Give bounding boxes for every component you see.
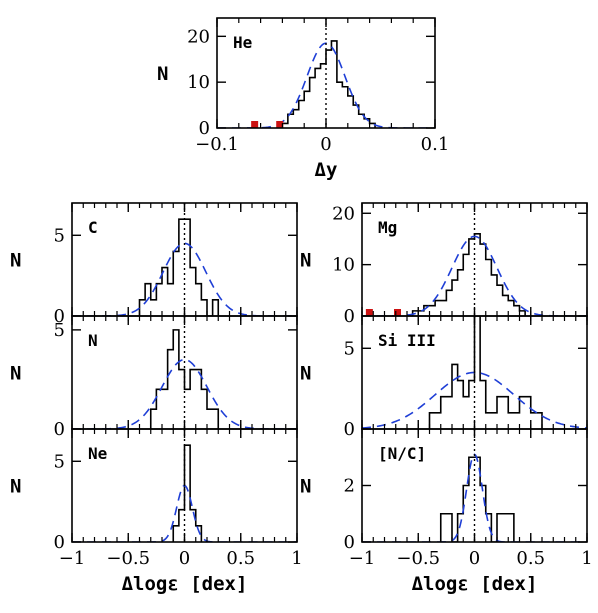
gaussian-fit-nc	[362, 453, 587, 542]
x-axis-title-nc: Δlogε [dex]	[412, 573, 538, 595]
panel-label-n: N	[88, 331, 98, 350]
histogram-mg	[411, 233, 526, 316]
outlier-marker-he-0	[251, 121, 259, 128]
x-axis-title-ne: Δlogε [dex]	[122, 573, 248, 595]
x-tick-label-ne: 0	[179, 548, 190, 569]
panel-label-nc: [N/C]	[378, 444, 426, 463]
y-tick-label-nc: 0	[344, 532, 355, 553]
outlier-marker-mg-1	[394, 309, 401, 316]
panel-label-c: C	[88, 218, 98, 237]
y-axis-title-mg: N	[300, 250, 311, 272]
y-tick-label-c: 5	[54, 225, 65, 246]
x-tick-label-nc: 1	[581, 548, 592, 569]
y-axis-title-si: N	[300, 363, 311, 385]
panel-label-si: Si III	[378, 331, 436, 350]
outlier-marker-he-1	[276, 121, 284, 128]
y-tick-label-mg: 0	[344, 306, 355, 327]
x-tick-label-ne: 0.5	[226, 548, 255, 569]
x-tick-label-nc: 0	[469, 548, 480, 569]
y-tick-label-mg: 10	[332, 255, 355, 276]
panel-mg: 0 10 20 Mg N	[300, 202, 588, 327]
y-tick-label-n: 5	[54, 320, 65, 341]
histogram-ne	[172, 444, 203, 542]
panel-label-mg: Mg	[378, 218, 397, 237]
y-tick-label-n: 0	[54, 419, 65, 440]
x-tick-label-ne: 1	[291, 548, 302, 569]
y-tick-label-ne: 5	[54, 451, 65, 472]
panel-c: 0 5 C N	[10, 202, 298, 327]
outlier-marker-mg-0	[365, 309, 373, 316]
x-tick-label-he: 0.1	[421, 134, 450, 155]
histogram-n	[149, 329, 220, 429]
histogram-nc	[439, 456, 515, 542]
histogram-he	[281, 40, 376, 128]
y-tick-label-nc: 2	[344, 476, 355, 497]
y-axis-title-c: N	[10, 250, 21, 272]
x-tick-label-ne: −0.5	[106, 548, 150, 569]
panel-ne: −1 −0.5 0 0.5 1 0 5 Ne N Δlogε [dex]	[10, 428, 303, 595]
panel-label-ne: Ne	[88, 444, 107, 463]
y-tick-label-ne: 0	[54, 532, 65, 553]
y-tick-label-mg: 20	[332, 203, 355, 224]
x-tick-label-nc: 0.5	[516, 548, 545, 569]
x-tick-label-he: 0	[320, 134, 331, 155]
y-axis-title-n: N	[10, 363, 21, 385]
y-axis-title-he: N	[157, 63, 168, 85]
x-tick-label-nc: −1	[349, 548, 376, 569]
y-axis-title-ne: N	[10, 476, 21, 498]
y-tick-label-si: 0	[344, 419, 355, 440]
y-tick-label-c: 0	[54, 306, 65, 327]
y-tick-label-he: 0	[199, 118, 210, 139]
panel-label-he: He	[233, 33, 252, 52]
panel-si: 0 5 Si III N	[300, 315, 588, 440]
panel-nc: −1 −0.5 0 0.5 1 0 2 [N/C] N Δlogε [dex]	[300, 428, 593, 595]
x-axis-title-he: Δy	[315, 159, 338, 181]
panel-n: 0 5 N N	[10, 315, 298, 440]
x-tick-label-nc: −0.5	[396, 548, 440, 569]
y-tick-label-he: 10	[187, 72, 210, 93]
histogram-si	[428, 316, 543, 429]
y-tick-label-si: 5	[344, 338, 355, 359]
y-tick-label-he: 20	[187, 26, 210, 47]
x-tick-label-he: −0.1	[195, 134, 239, 155]
histogram-c	[138, 218, 220, 316]
x-tick-label-ne: −1	[59, 548, 86, 569]
y-axis-title-nc: N	[300, 476, 311, 498]
